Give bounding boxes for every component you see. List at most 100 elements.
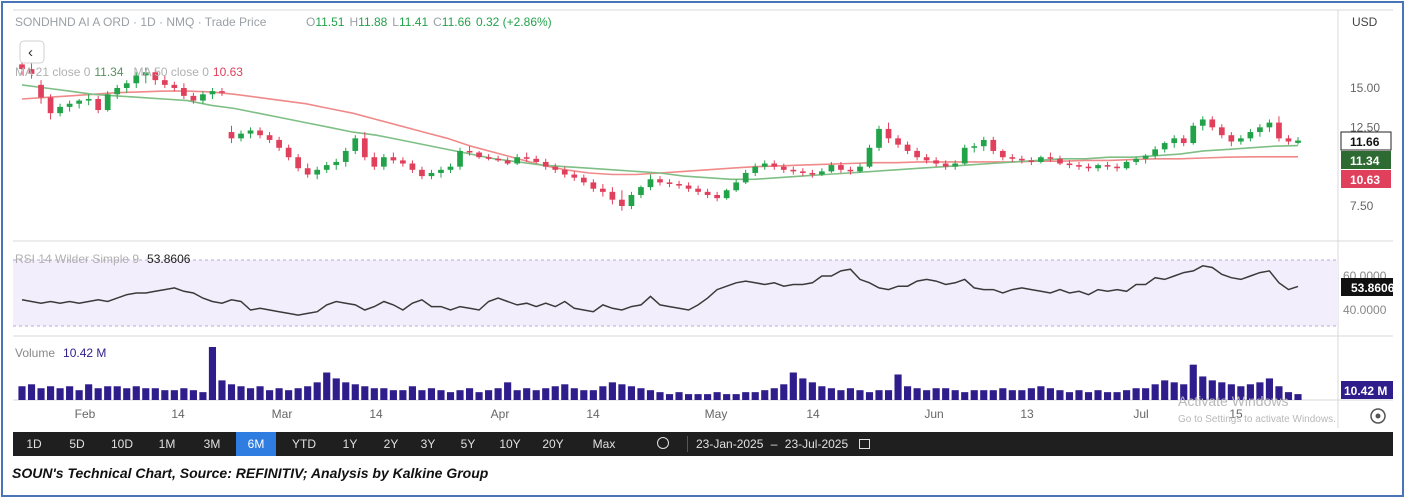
volume-bar xyxy=(285,390,293,400)
volume-bar xyxy=(542,388,550,400)
candle-body xyxy=(1238,138,1244,142)
candle-body xyxy=(209,91,216,95)
candle xyxy=(980,136,987,151)
volume-bar xyxy=(46,386,55,400)
volume-bar xyxy=(1161,380,1169,400)
candle xyxy=(1104,161,1111,170)
candle xyxy=(85,94,92,106)
candle-body xyxy=(466,150,473,153)
candle xyxy=(400,157,406,167)
timeframe-button-ytd[interactable]: YTD xyxy=(292,437,316,451)
symbol-title: SONDHND AI A ORD · 1D · NMQ · Trade Pric… xyxy=(15,15,267,29)
timeframe-button-20y[interactable]: 20Y xyxy=(542,437,564,451)
volume-bar xyxy=(1284,392,1293,400)
range-start[interactable]: 23-Jan-2025 xyxy=(696,437,764,451)
candle xyxy=(495,155,501,162)
candle xyxy=(1285,135,1292,145)
volume-bar xyxy=(1180,384,1188,400)
volume-bar xyxy=(713,392,721,400)
timeframe-button-1m[interactable]: 1M xyxy=(158,437,176,451)
chart-settings-icon[interactable] xyxy=(1370,408,1386,424)
candle xyxy=(95,95,102,114)
timeframe-button-3m[interactable]: 3M xyxy=(203,437,221,451)
volume-bar xyxy=(294,388,302,400)
candle-body xyxy=(571,174,578,178)
candle-body xyxy=(714,194,720,199)
candle xyxy=(57,103,63,117)
rsi-legend-value: 53.8606 xyxy=(147,252,191,266)
figure-caption: SOUN's Technical Chart, Source: REFINITI… xyxy=(12,465,489,481)
candle-body xyxy=(885,128,892,139)
timeframe-button-max[interactable]: Max xyxy=(592,437,616,451)
volume-bar xyxy=(818,386,826,400)
candle xyxy=(971,143,978,153)
timeframe-button-10d[interactable]: 10D xyxy=(110,437,133,451)
ma50-badge-text: 10.63 xyxy=(1350,173,1380,187)
volume-badge xyxy=(1341,381,1393,399)
volume-bar xyxy=(18,386,26,400)
volume-bar xyxy=(1094,390,1102,400)
candle xyxy=(961,144,968,166)
volume-bar xyxy=(799,378,807,400)
volume-bar xyxy=(1037,386,1045,400)
volume-bar xyxy=(904,386,912,400)
ma21-label: MA 21 close 0 xyxy=(15,65,91,79)
volume-bar xyxy=(694,394,702,400)
ma50-layer xyxy=(21,90,1298,176)
volume-legend-value: 10.42 M xyxy=(63,346,106,360)
timeframe-button-10y[interactable]: 10Y xyxy=(499,437,521,451)
timeframe-button-6m[interactable]: 6M xyxy=(236,432,276,456)
candle xyxy=(266,132,273,144)
candle xyxy=(952,160,959,170)
candle xyxy=(1238,135,1244,145)
x-tick-label: 14 xyxy=(806,407,820,421)
timeframe-button-3y[interactable]: 3Y xyxy=(420,437,436,451)
timeframe-button-1d[interactable]: 1D xyxy=(26,437,42,451)
timebar-settings-icon[interactable] xyxy=(651,432,675,456)
volume-bar xyxy=(1084,392,1093,400)
candle xyxy=(1228,132,1235,147)
candle xyxy=(533,155,540,164)
candle xyxy=(619,190,625,211)
candle-body xyxy=(419,169,425,177)
watermark-subtitle: Go to Settings to activate Windows. xyxy=(1178,414,1336,425)
candle-body xyxy=(1218,127,1225,136)
back-button[interactable] xyxy=(19,40,45,64)
candle-body xyxy=(171,84,178,88)
date-range[interactable]: 23-Jan-2025 – 23-Jul-2025 xyxy=(696,432,871,456)
candle xyxy=(1247,128,1254,142)
back-icon[interactable]: ‹ xyxy=(28,44,33,61)
volume-bar xyxy=(1189,364,1197,400)
candle-body xyxy=(495,158,501,161)
volume-bar xyxy=(789,372,797,400)
volume-bar xyxy=(627,386,636,400)
candle xyxy=(66,100,73,112)
timeframe-button-5d[interactable]: 5D xyxy=(69,437,85,451)
volume-bar xyxy=(123,388,131,400)
candle-body xyxy=(57,106,63,114)
candle-body xyxy=(857,166,863,172)
volume-bar xyxy=(884,390,893,400)
candle xyxy=(1076,161,1082,170)
candle-body xyxy=(95,99,102,111)
volume-bar xyxy=(56,388,64,400)
candle xyxy=(238,130,244,142)
volume-bar xyxy=(465,388,474,400)
low-label: L xyxy=(392,15,399,29)
volume-bar xyxy=(732,394,740,400)
candle-body xyxy=(409,163,416,170)
candle xyxy=(476,150,482,159)
timeframe-button-1y[interactable]: 1Y xyxy=(342,437,358,451)
candle xyxy=(742,169,749,184)
rsi-label: RSI 14 Wilder Simple 9 xyxy=(15,252,139,266)
calendar-icon[interactable] xyxy=(859,439,871,449)
candle xyxy=(647,174,654,191)
candle xyxy=(638,185,644,199)
candle-body xyxy=(961,147,968,164)
candle xyxy=(114,84,121,100)
candle-body xyxy=(323,165,330,170)
volume-bar xyxy=(37,388,45,400)
timeframe-button-5y[interactable]: 5Y xyxy=(460,437,476,451)
range-end[interactable]: 23-Jul-2025 xyxy=(784,437,849,451)
timeframe-button-2y[interactable]: 2Y xyxy=(383,437,399,451)
